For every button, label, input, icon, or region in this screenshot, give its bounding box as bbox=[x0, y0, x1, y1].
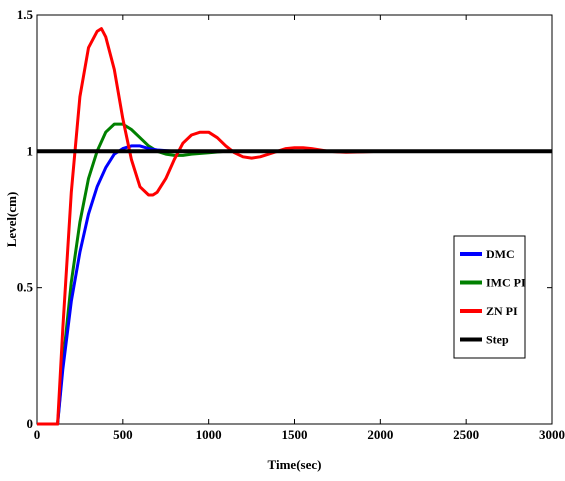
y-tick-label: 1 bbox=[27, 143, 34, 158]
y-tick-label: 0.5 bbox=[17, 280, 34, 295]
x-tick-label: 3000 bbox=[539, 427, 565, 442]
y-tick-label: 0 bbox=[27, 416, 34, 431]
x-axis-title: Time(sec) bbox=[268, 457, 322, 472]
legend-label: IMC PI bbox=[486, 276, 526, 290]
y-axis: 0 0.5 1 1.5 bbox=[17, 7, 552, 431]
y-axis-title: Level(cm) bbox=[4, 192, 19, 248]
y-tick-label: 1.5 bbox=[17, 7, 34, 22]
series-layer bbox=[37, 27, 552, 426]
x-tick-label: 1000 bbox=[196, 427, 222, 442]
x-axis: 0 500 1000 1500 2000 2500 3000 bbox=[34, 15, 565, 442]
legend: DMC IMC PI ZN PI Step bbox=[453, 235, 526, 359]
legend-label: ZN PI bbox=[486, 304, 518, 318]
x-tick-label: 1500 bbox=[282, 427, 308, 442]
x-tick-label: 0 bbox=[34, 427, 41, 442]
x-tick-label: 500 bbox=[113, 427, 133, 442]
x-tick-label: 2500 bbox=[453, 427, 479, 442]
legend-label: Step bbox=[486, 333, 509, 347]
x-tick-label: 2000 bbox=[367, 427, 393, 442]
legend-label: DMC bbox=[486, 247, 515, 261]
